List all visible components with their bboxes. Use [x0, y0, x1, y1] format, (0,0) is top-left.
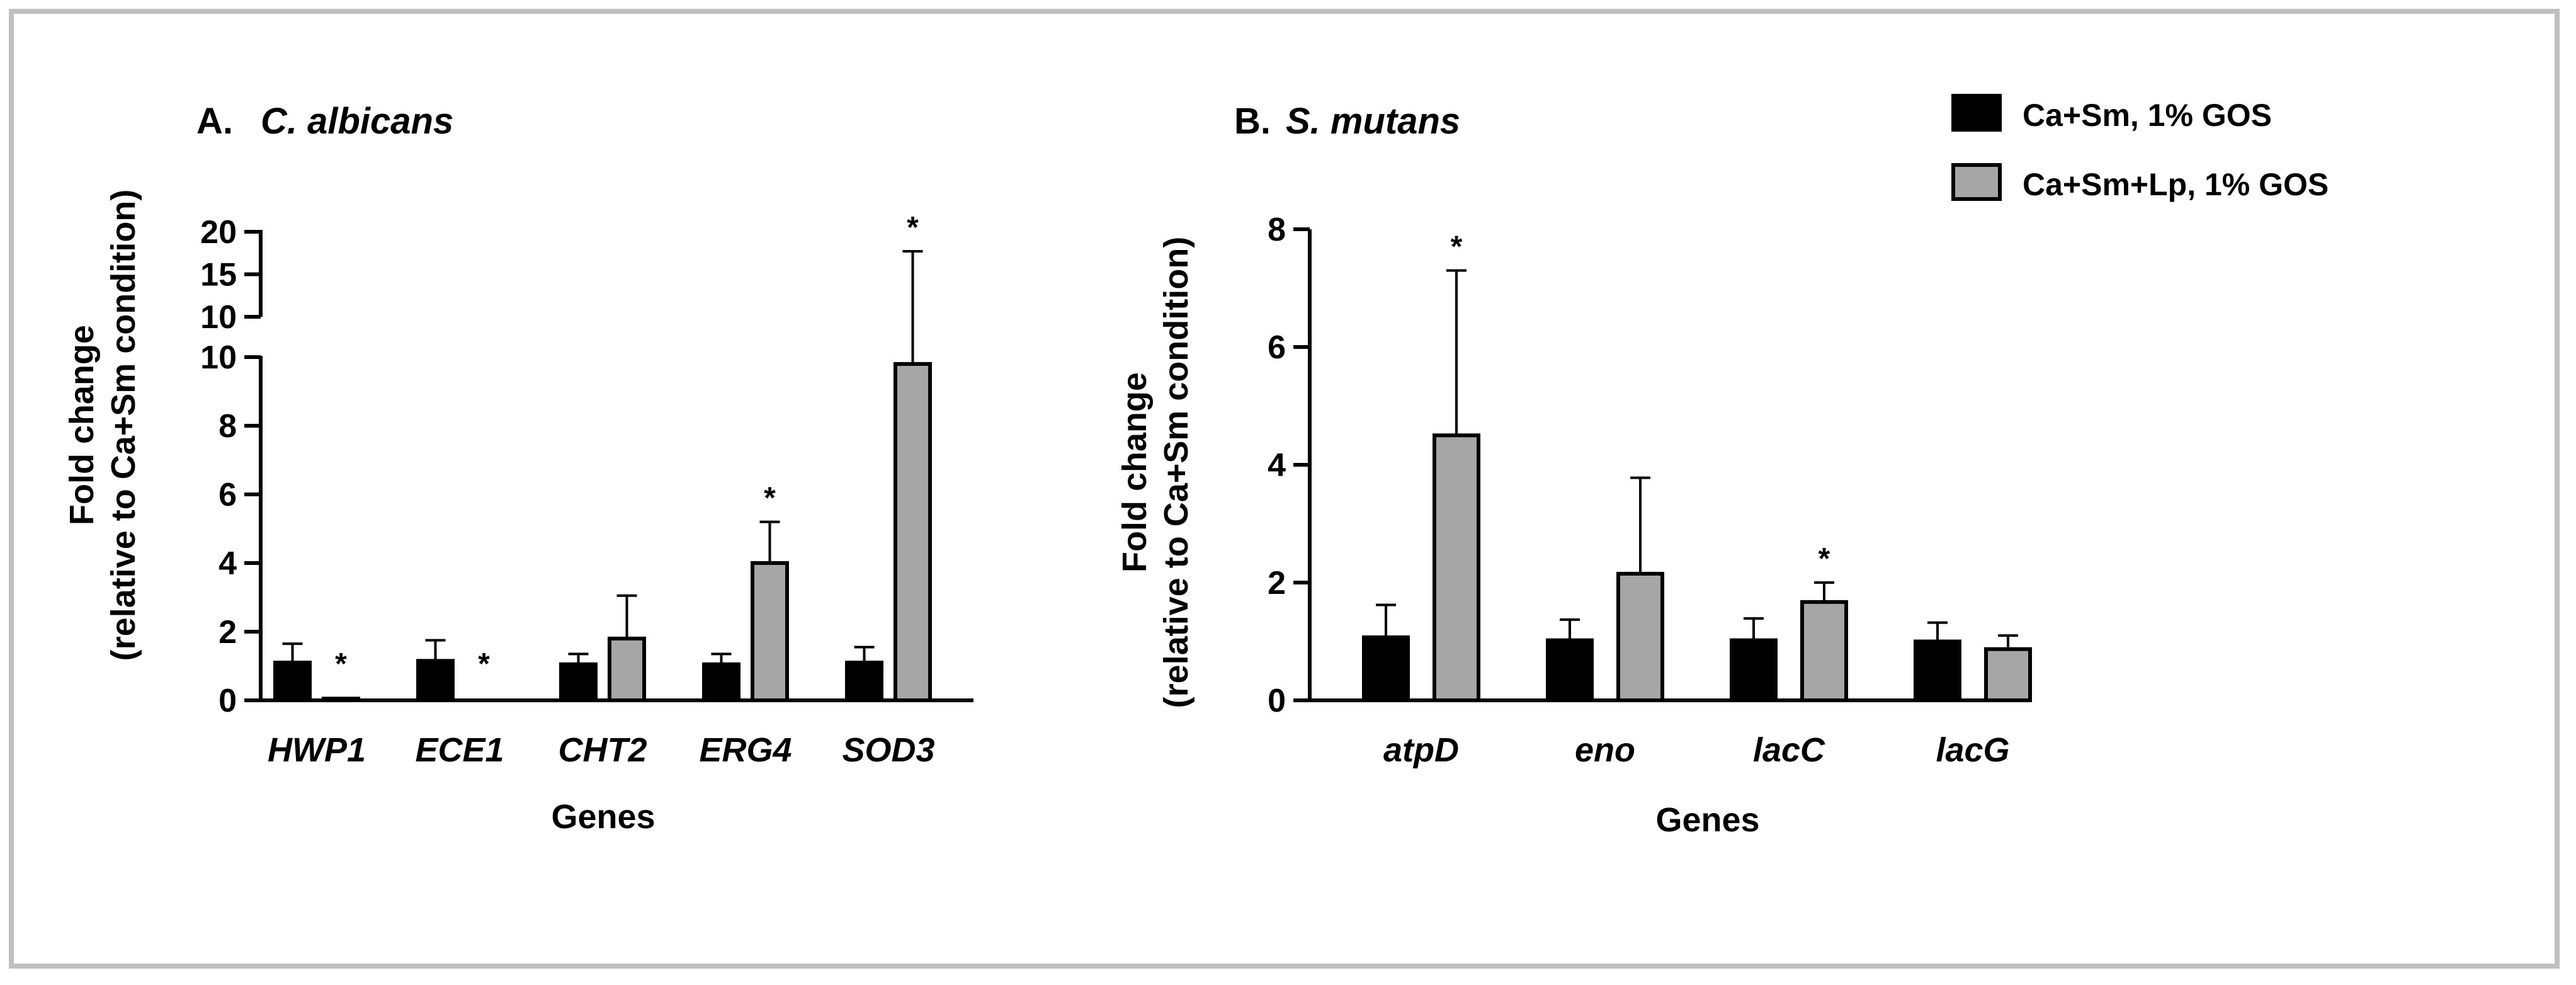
panel-b-ytick-label-4: 8	[1268, 212, 1286, 248]
panel-b-label: B.	[1234, 101, 1271, 142]
panel-a-sig-SOD3: *	[907, 211, 919, 244]
panel-a-xtick-label-HWP1: HWP1	[268, 731, 366, 769]
panel-a-bar-series1-CHT2	[559, 662, 598, 703]
panel-b-ytick-label-3: 6	[1268, 329, 1286, 366]
panel-a-label: A.	[196, 101, 233, 142]
panel-a-title: C. albicans	[261, 101, 453, 142]
panel-a-bar-series2-CHT2	[608, 636, 646, 703]
panel-b-bar-series1-lacC	[1730, 638, 1778, 703]
panel-b-bar-series1-lacG	[1914, 639, 1961, 702]
panel-b-xtick-label-atpD: atpD	[1383, 731, 1459, 769]
legend-swatch-2	[1951, 163, 2002, 201]
panel-b-xtick-label-lacC: lacC	[1753, 731, 1825, 769]
panel-a-ylabel-line2: (relative to Ca+Sm condition)	[105, 190, 142, 661]
panel-a-ytick-label-0: 0	[218, 683, 237, 719]
panel-b-bar-series2-eno	[1616, 571, 1664, 702]
panel-a-xlabel: Genes	[551, 798, 655, 836]
legend-swatch-1	[1951, 94, 2002, 132]
panel-b-bar-series2-atpD	[1433, 433, 1480, 702]
figure-frame	[9, 9, 2560, 969]
panel-a-bar-series1-ERG4	[702, 662, 740, 703]
panel-b-ytick-label-2: 4	[1268, 447, 1286, 484]
panel-a-ytick-label-6: 10	[200, 299, 237, 336]
panel-a-xtick-label-ECE1: ECE1	[415, 731, 504, 769]
panel-a-sig-ERG4: *	[764, 482, 776, 515]
panel-a-sig-HWP1: *	[335, 647, 347, 681]
panel-a-ytick-label-5: 10	[200, 339, 237, 376]
panel-b-ytick-label-1: 2	[1268, 565, 1286, 601]
panel-a: A. C. albicans Fold change (relative to …	[63, 101, 973, 836]
panel-a-ytick-label-2: 4	[218, 545, 237, 582]
panel-a-xtick-label-CHT2: CHT2	[558, 731, 647, 769]
legend-label-1: Ca+Sm, 1% GOS	[2023, 98, 2272, 133]
panel-b-xlabel: Genes	[1655, 801, 1759, 839]
panel-b: B. S. mutans Fold change (relative to Ca…	[1116, 101, 2032, 839]
panel-b-ytick-label-0: 0	[1268, 683, 1286, 719]
panel-b-xtick-label-eno: eno	[1575, 731, 1635, 769]
panel-b-bar-series2-lacC	[1800, 600, 1848, 702]
panel-b-ylabel: Fold change (relative to Ca+Sm condition…	[1116, 237, 1195, 709]
panel-a-ylabel: Fold change (relative to Ca+Sm condition…	[63, 190, 142, 661]
panel-a-ytick-label-8: 20	[200, 214, 237, 251]
panel-a-ytick-label-3: 6	[218, 477, 237, 513]
panel-b-bar-series1-eno	[1546, 638, 1594, 703]
panel-a-ytick-label-1: 2	[218, 614, 237, 651]
panel-b-bar-series1-atpD	[1362, 635, 1410, 703]
panel-a-ytick-label-4: 8	[218, 408, 237, 445]
panel-a-xtick-label-ERG4: ERG4	[699, 731, 792, 769]
panel-a-ytick-label-7: 15	[200, 257, 237, 293]
panel-a-sig-ECE1: *	[478, 647, 490, 681]
panel-a-bar-series1-SOD3	[845, 661, 883, 703]
panel-b-ylabel-line1: Fold change	[1116, 372, 1154, 572]
panel-b-sig-lacC: *	[1819, 542, 1830, 576]
panel-a-bar-series2-SOD3	[894, 362, 932, 702]
panel-a-bar-series1-ECE1	[416, 659, 455, 702]
panel-b-sig-atpD: *	[1451, 230, 1463, 263]
panel-a-bar-series2-ERG4	[751, 561, 789, 702]
panel-b-plot: 0 2 4 6 8 * atpD eno * lacC lacG	[1268, 212, 2032, 769]
legend: Ca+Sm, 1% GOS Ca+Sm+Lp, 1% GOS	[1951, 94, 2329, 202]
panel-a-bar-series1-HWP1	[273, 661, 312, 703]
legend-label-2: Ca+Sm+Lp, 1% GOS	[2023, 167, 2329, 202]
panel-b-title: S. mutans	[1286, 101, 1460, 142]
panel-b-xtick-label-lacG: lacG	[1936, 731, 2009, 769]
panel-b-ylabel-line2: (relative to Ca+Sm condition)	[1157, 237, 1195, 709]
panel-a-bar-series2-HWP1	[322, 697, 360, 703]
panel-b-bar-series2-lacG	[1984, 647, 2032, 703]
panel-a-xtick-label-SOD3: SOD3	[842, 731, 934, 769]
panel-a-ylabel-line1: Fold change	[63, 325, 101, 525]
